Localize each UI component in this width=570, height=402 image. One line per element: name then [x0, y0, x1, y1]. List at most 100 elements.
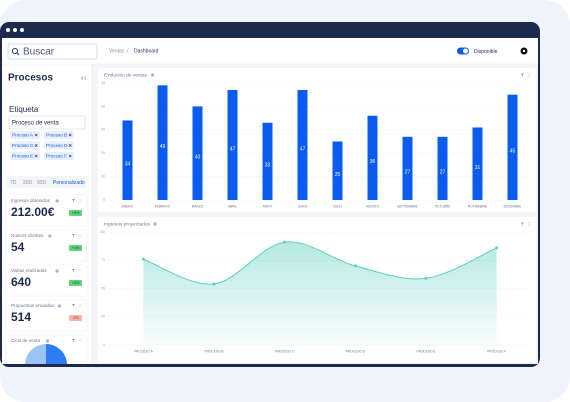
breadcrumb[interactable]: Ventas — [109, 48, 125, 54]
bar-value-label: 45 — [510, 149, 516, 155]
tag-input[interactable] — [8, 115, 86, 130]
chip-label: Proceso C — [12, 143, 34, 148]
content: Buscar Ventas / Dashboard Disponible Pro… — [2, 38, 538, 364]
y-tick-label: 100 — [99, 230, 105, 234]
kpi-title: Ingresos obtenidos — [11, 198, 51, 203]
bar — [507, 94, 518, 200]
window-dot — [6, 28, 10, 32]
y-tick-label: 0 — [103, 198, 105, 202]
kpi-card — [5, 194, 88, 227]
kpi-value: 640 — [11, 275, 31, 289]
kpi-badge — [69, 245, 82, 251]
kpi-title: Visitas realizadas — [11, 268, 47, 273]
bar — [437, 136, 448, 200]
area-point — [283, 240, 287, 244]
chip-label: Proceso B — [46, 133, 67, 138]
x-tick-label: AGOSTO — [366, 204, 380, 208]
kpi-badge — [69, 315, 82, 321]
chip[interactable] — [10, 131, 40, 139]
chip[interactable] — [44, 131, 74, 139]
kpi-change: +4% — [72, 281, 80, 285]
bar — [472, 127, 483, 200]
chip[interactable] — [44, 152, 74, 160]
kpis: Ingresos obtenidos 212.00€ +5% Nuevos clien… — [5, 194, 88, 364]
period-option[interactable]: 30D — [23, 180, 33, 186]
kpi-value: 212.00€ — [11, 205, 55, 219]
x-tick-label: NOVIEMBRE — [468, 204, 487, 208]
bar-value-label: 40 — [195, 155, 201, 161]
toggle-knob — [463, 48, 468, 54]
area-point — [212, 282, 216, 286]
chip-remove[interactable] — [68, 133, 72, 137]
pie-slice — [46, 344, 67, 364]
period-option[interactable]: 90D — [37, 180, 47, 186]
search-box[interactable] — [7, 43, 98, 60]
y-tick-label: 50 — [101, 286, 105, 290]
area-point — [353, 264, 357, 268]
chip-remove[interactable] — [68, 144, 72, 147]
kpi-card — [5, 264, 88, 297]
bar-value-label: 47 — [300, 146, 306, 152]
kpi-title: Propuestas enviadas — [11, 303, 55, 308]
x-tick-label: ENERO — [122, 204, 134, 208]
kpi-change: +4% — [72, 246, 80, 250]
period-option[interactable]: 7D — [10, 180, 17, 186]
filter-icon[interactable] — [521, 73, 524, 77]
chip-remove[interactable] — [34, 133, 38, 137]
filter-icon[interactable] — [72, 234, 75, 237]
filter-icon[interactable] — [72, 339, 75, 342]
window-dot — [20, 28, 24, 32]
area-line — [143, 241, 497, 285]
filter-icon[interactable] — [72, 269, 75, 272]
charts: Evolución de ventas 0 10 20 30 40 50 ENERO FEBRE… — [99, 72, 532, 353]
chip-label: Proceso A — [12, 133, 34, 138]
info-icon — [55, 199, 59, 203]
window-dot — [13, 28, 17, 32]
chips: Proceso A Proceso B Proceso C Proceso D Proc… — [10, 131, 74, 160]
bar — [367, 115, 378, 200]
kpi-change: +5% — [72, 211, 80, 215]
chip-remove[interactable] — [34, 144, 38, 147]
y-tick-label: 20 — [101, 151, 105, 155]
kpi-value: 514 — [11, 310, 31, 324]
x-tick-label: SEPTIEMBRE — [397, 204, 418, 208]
filter-icon[interactable] — [521, 222, 524, 226]
search-placeholder: Buscar — [23, 47, 55, 58]
chip-remove[interactable] — [68, 154, 72, 158]
x-tick-label: MARZO — [192, 204, 204, 208]
y-tick-label: 10 — [101, 174, 105, 178]
filter-icon[interactable] — [72, 304, 75, 307]
collapse-icon[interactable] — [81, 76, 87, 80]
user-icon — [522, 49, 526, 53]
chip[interactable] — [44, 141, 74, 150]
x-tick-label: PROCESO E — [417, 349, 436, 353]
x-tick-label: OCTUBRE — [435, 204, 451, 208]
chip[interactable] — [10, 141, 40, 150]
chart-title: Evolución de ventas — [104, 72, 148, 78]
kpi-card — [5, 299, 88, 332]
chip-label: Proceso D — [46, 143, 68, 148]
bar — [122, 120, 133, 200]
period-option[interactable]: Personalizado — [53, 180, 85, 186]
info-icon — [45, 339, 50, 343]
search-icon — [11, 47, 19, 55]
periods: 7D 30D 90D Personalizado — [10, 180, 85, 186]
bar-value-label: 47 — [230, 146, 236, 152]
y-tick-label: 25 — [101, 315, 105, 319]
breadcrumb-sep: / — [127, 48, 129, 54]
y-tick-label: 50 — [101, 81, 105, 85]
kpi-badge — [69, 210, 82, 216]
chip-remove[interactable] — [34, 154, 38, 158]
area-point — [495, 246, 499, 250]
bar-value-label: 49 — [160, 144, 166, 150]
filter-icon[interactable] — [72, 199, 75, 202]
bar — [402, 136, 413, 200]
chip[interactable] — [10, 152, 40, 160]
area-point — [424, 276, 428, 280]
x-tick-label: PROCESO B — [205, 349, 224, 353]
x-tick-label: JUNIO — [298, 204, 308, 208]
kpi-badge — [69, 280, 82, 286]
x-tick-label: PROCESO A — [134, 349, 154, 353]
